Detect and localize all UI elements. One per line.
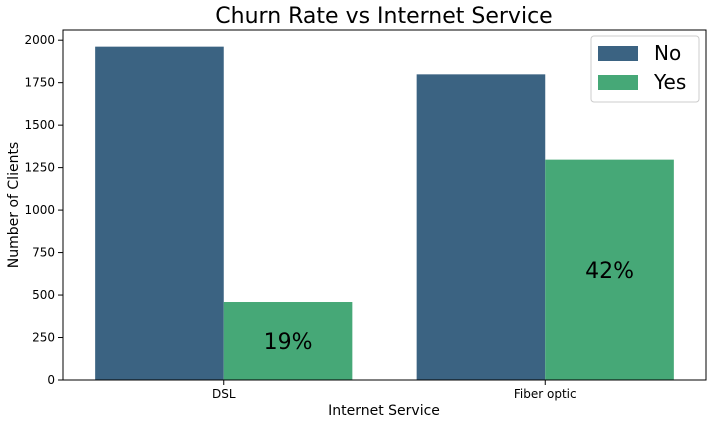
y-tick-label: 1500 [24,118,55,132]
legend-label-no: No [654,41,681,65]
y-tick-label: 750 [32,246,55,260]
y-tick-label: 1000 [24,203,55,217]
y-axis-label: Number of Clients [6,142,22,268]
y-tick-label: 1250 [24,161,55,175]
bar-yes-fiber-optic [545,159,674,380]
x-tick-label: DSL [212,387,236,401]
bar-no-fiber-optic [416,74,546,380]
x-axis: DSL Fiber optic [212,380,577,401]
data-label-fiber-optic: 42% [585,259,634,284]
x-axis-label: Internet Service [328,403,440,419]
bar-yes-dsl [223,302,353,380]
y-tick-label: 0 [47,373,55,387]
y-axis: 0 250 500 750 1000 1250 1500 1750 2000 [24,33,63,387]
plot-area: 19% 42% [95,46,674,381]
plot-frame [62,29,707,381]
legend-swatch-yes [598,75,638,90]
bar-no-dsl [95,46,224,381]
y-tick-label: 500 [32,288,55,302]
x-tick-label: Fiber optic [514,387,577,401]
data-label-dsl: 19% [264,330,313,355]
y-tick-label: 2000 [24,33,55,47]
y-tick-label: 250 [32,331,55,345]
legend-label-yes: Yes [653,70,686,94]
chart-title: Churn Rate vs Internet Service [215,4,552,29]
y-tick-label: 1750 [24,76,55,90]
legend: No Yes [590,35,700,103]
legend-swatch-no [598,46,638,61]
